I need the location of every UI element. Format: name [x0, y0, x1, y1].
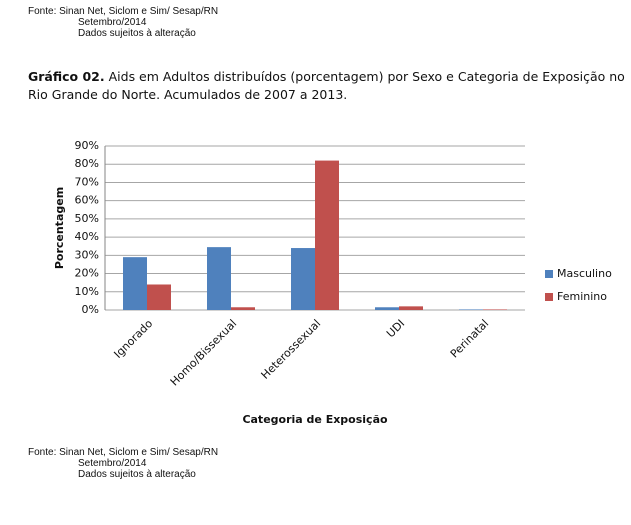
legend-label: Feminino — [557, 290, 607, 303]
legend-swatch — [545, 293, 553, 301]
y-tick-label: 0% — [82, 303, 99, 316]
chart-title-block: Gráfico 02. Aids em Adultos distribuídos… — [28, 68, 628, 104]
y-tick-label: 80% — [75, 157, 99, 170]
x-tick-label: Perinatal — [448, 317, 491, 360]
x-tick-label: Homo/Bissexual — [168, 317, 239, 388]
source-line: Fonte: Sinan Net, Siclom e Sim/ Sesap/RN — [28, 6, 219, 17]
y-tick-label: 60% — [75, 194, 99, 207]
title-label: Gráfico 02. — [28, 69, 105, 84]
footer-disclaimer: Dados sujeitos à alteração — [78, 469, 196, 480]
y-tick-label: 20% — [75, 267, 99, 280]
x-tick-label: Ignorado — [111, 317, 155, 361]
footer-note: Fonte: Sinan Net, Siclom e Sim/ Sesap/RN… — [28, 447, 218, 480]
bar — [459, 309, 483, 310]
y-tick-label: 70% — [75, 175, 99, 188]
x-tick-label: UDI — [384, 317, 407, 340]
chart-title: Aids em Adultos distribuídos (porcentage… — [28, 69, 625, 102]
bar — [291, 248, 315, 310]
y-tick-label: 90% — [75, 139, 99, 152]
bar — [483, 309, 507, 310]
bar — [207, 247, 231, 310]
bar — [315, 160, 339, 310]
y-tick-label: 40% — [75, 230, 99, 243]
source-disclaimer: Dados sujeitos à alteração — [78, 28, 196, 39]
source-date: Setembro/2014 — [78, 17, 147, 28]
y-tick-label: 50% — [75, 212, 99, 225]
source-note: Fonte: Sinan Net, Siclom e Sim/ Sesap/RN… — [28, 6, 218, 39]
bar — [375, 307, 399, 310]
x-tick-label: Heterossexual — [259, 317, 324, 382]
y-tick-label: 10% — [75, 285, 99, 298]
bar — [399, 306, 423, 310]
bar — [147, 284, 171, 310]
x-axis-title: Categoria de Exposição — [242, 413, 388, 426]
footer-date: Setembro/2014 — [78, 458, 147, 469]
bar — [231, 307, 255, 310]
y-axis-title: Porcentagem — [53, 187, 66, 269]
y-tick-label: 30% — [75, 248, 99, 261]
bar — [123, 257, 147, 310]
footer-line: Fonte: Sinan Net, Siclom e Sim/ Sesap/RN — [28, 447, 219, 458]
legend-label: Masculino — [557, 267, 612, 280]
legend-swatch — [545, 270, 553, 278]
